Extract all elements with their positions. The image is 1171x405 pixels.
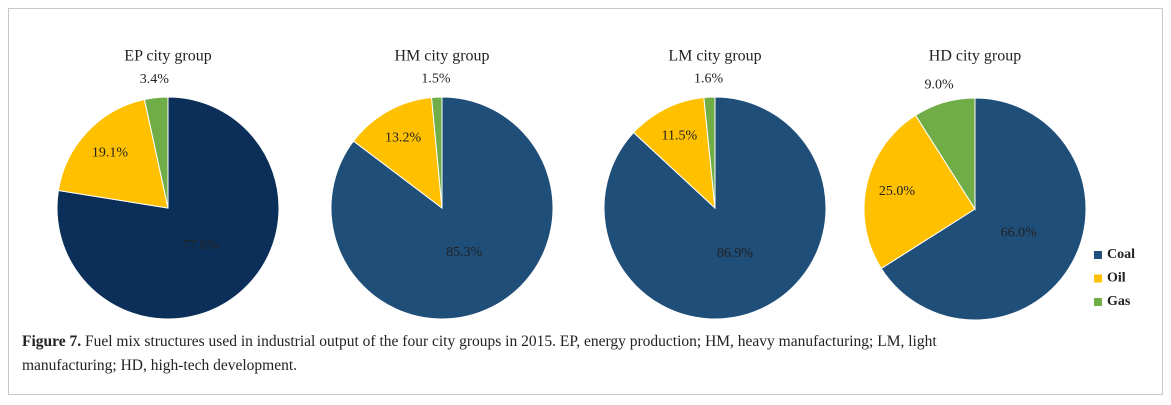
pie-slice — [143, 96, 169, 209]
pie-title: HD city group — [929, 48, 1021, 65]
value-label: 1.5% — [421, 72, 451, 87]
pie-slice — [703, 96, 716, 209]
caption-text: Fuel mix structures used in industrial o… — [22, 333, 937, 374]
pie-title: HM city group — [394, 48, 489, 65]
legend-label: Coal — [1107, 247, 1135, 262]
legend-label: Oil — [1107, 271, 1126, 286]
pie-title: EP city group — [124, 48, 211, 65]
pie-slice — [352, 96, 443, 210]
value-label: 1.6% — [694, 72, 724, 87]
value-label: 86.9% — [717, 246, 754, 261]
legend-swatch — [1094, 298, 1102, 306]
value-label: 3.4% — [140, 72, 170, 87]
value-label: 66.0% — [1001, 225, 1038, 240]
chart: EP city group 77.6% 19.1% 3.4% HM city group… — [56, 48, 1135, 320]
legend-swatch — [1094, 251, 1102, 259]
value-label: 11.5% — [662, 129, 698, 144]
caption: Figure 7. Fuel mix structures used in in… — [22, 330, 1022, 378]
value-label: 13.2% — [385, 130, 422, 145]
pie-slice — [57, 98, 169, 209]
value-label: 25.0% — [879, 184, 916, 199]
pie-slice — [914, 97, 976, 211]
pie-slice — [431, 96, 443, 209]
legend-swatch — [1094, 274, 1102, 283]
pie-title: LM city group — [668, 48, 761, 65]
legend-label: Gas — [1107, 294, 1131, 309]
value-label: 77.6% — [182, 238, 219, 253]
pie-slice — [880, 97, 1087, 320]
value-label: 9.0% — [924, 78, 954, 93]
caption-label: Figure 7. — [22, 333, 82, 350]
value-label: 85.3% — [446, 245, 483, 260]
value-label: 19.1% — [92, 145, 129, 160]
pie-slice — [632, 97, 716, 210]
pie-slice — [863, 114, 976, 270]
figure-frame — [8, 8, 1163, 395]
